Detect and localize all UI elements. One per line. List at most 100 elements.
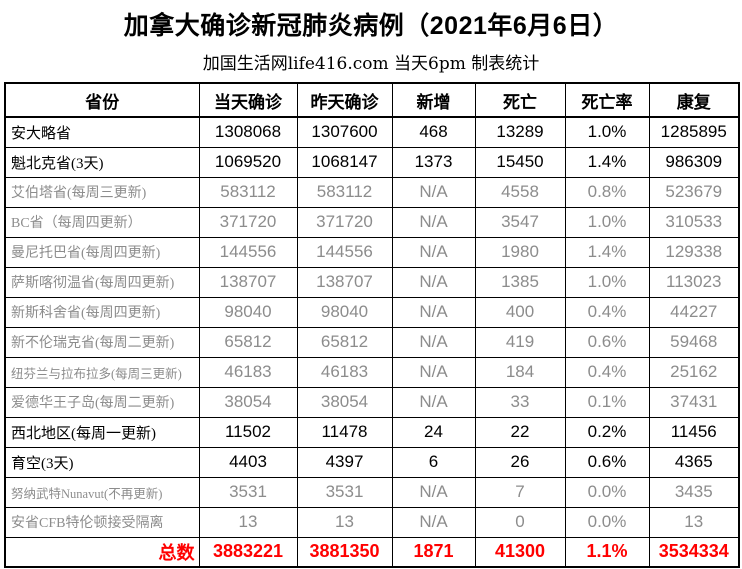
table-row: 安大略省 1308068 1307600 468 13289 1.0% 1285… [4, 116, 740, 148]
province-cell: 努纳武特Nunavut(不再更新) [4, 476, 200, 508]
deaths-cell: 419 [474, 326, 566, 358]
recovered-cell: 13 [648, 506, 740, 538]
table-row: 新不伦瑞克省(每周二更新) 65812 65812 N/A 419 0.6% 5… [4, 326, 740, 358]
yesterday-confirmed-cell: 4397 [296, 446, 393, 478]
yesterday-confirmed-cell: 144556 [296, 236, 393, 268]
yesterday-confirmed-cell: 1068147 [296, 146, 393, 178]
death-rate-cell: 0.6% [564, 326, 650, 358]
new-cases-cell: N/A [391, 386, 476, 418]
today-confirmed-cell: 3531 [198, 476, 298, 508]
covid-stats-table: 省份 当天确诊 昨天确诊 新增 死亡 死亡率 康复 安大略省 1308068 1… [4, 82, 740, 568]
death-rate-cell: 0.0% [564, 476, 650, 508]
yesterday-confirmed-cell: 65812 [296, 326, 393, 358]
today-confirmed-cell: 583112 [198, 176, 298, 208]
total-row: 总数 3883221 3881350 1871 41300 1.1% 35343… [4, 536, 740, 568]
deaths-cell: 1385 [474, 266, 566, 298]
recovered-cell: 986309 [648, 146, 740, 178]
page-subtitle: 加国生活网life416.com 当天6pm 制表统计 [202, 54, 540, 74]
today-confirmed-cell: 138707 [198, 266, 298, 298]
deaths-cell: 7 [474, 476, 566, 508]
yesterday-confirmed-cell: 138707 [296, 266, 393, 298]
recovered-cell: 523679 [648, 176, 740, 208]
death-rate-cell: 0.4% [564, 296, 650, 328]
recovered-cell: 59468 [648, 326, 740, 358]
deaths-cell: 3547 [474, 206, 566, 238]
table-row: 曼尼托巴省(每周四更新) 144556 144556 N/A 1980 1.4%… [4, 236, 740, 268]
today-confirmed-cell: 46183 [198, 356, 298, 388]
new-cases-cell: N/A [391, 236, 476, 268]
col-header-death-rate: 死亡率 [564, 82, 650, 118]
total-today-confirmed: 3883221 [198, 536, 298, 568]
today-confirmed-cell: 4403 [198, 446, 298, 478]
province-cell: 曼尼托巴省(每周四更新) [4, 236, 200, 268]
total-yesterday-confirmed: 3881350 [296, 536, 393, 568]
table-row: 努纳武特Nunavut(不再更新) 3531 3531 N/A 7 0.0% 3… [4, 476, 740, 508]
table-row: 萨斯喀彻温省(每周四更新) 138707 138707 N/A 1385 1.0… [4, 266, 740, 298]
today-confirmed-cell: 65812 [198, 326, 298, 358]
deaths-cell: 13289 [474, 116, 566, 148]
col-header-today-confirmed: 当天确诊 [198, 82, 298, 118]
deaths-cell: 4558 [474, 176, 566, 208]
yesterday-confirmed-cell: 98040 [296, 296, 393, 328]
new-cases-cell: N/A [391, 296, 476, 328]
col-header-yesterday-confirmed: 昨天确诊 [296, 82, 393, 118]
yesterday-confirmed-cell: 13 [296, 506, 393, 538]
today-confirmed-cell: 13 [198, 506, 298, 538]
today-confirmed-cell: 11502 [198, 416, 298, 448]
recovered-cell: 310533 [648, 206, 740, 238]
province-cell: 西北地区(每周一更新) [4, 416, 200, 448]
today-confirmed-cell: 1069520 [198, 146, 298, 178]
deaths-cell: 26 [474, 446, 566, 478]
recovered-cell: 37431 [648, 386, 740, 418]
province-cell: 魁北克省(3天) [4, 146, 200, 178]
new-cases-cell: 1373 [391, 146, 476, 178]
col-header-new-cases: 新增 [391, 82, 476, 118]
deaths-cell: 22 [474, 416, 566, 448]
new-cases-cell: 468 [391, 116, 476, 148]
death-rate-cell: 0.1% [564, 386, 650, 418]
yesterday-confirmed-cell: 3531 [296, 476, 393, 508]
recovered-cell: 44227 [648, 296, 740, 328]
death-rate-cell: 1.4% [564, 146, 650, 178]
death-rate-cell: 0.4% [564, 356, 650, 388]
today-confirmed-cell: 38054 [198, 386, 298, 418]
deaths-cell: 1980 [474, 236, 566, 268]
province-cell: 萨斯喀彻温省(每周四更新) [4, 266, 200, 298]
table-row: 西北地区(每周一更新) 11502 11478 24 22 0.2% 11456 [4, 416, 740, 448]
table-row: 育空(3天) 4403 4397 6 26 0.6% 4365 [4, 446, 740, 478]
table-row: 新斯科舍省(每周四更新) 98040 98040 N/A 400 0.4% 44… [4, 296, 740, 328]
new-cases-cell: N/A [391, 476, 476, 508]
province-cell: 新斯科舍省(每周四更新) [4, 296, 200, 328]
province-cell: 纽芬兰与拉布拉多(每周三更新) [4, 356, 200, 388]
death-rate-cell: 0.2% [564, 416, 650, 448]
deaths-cell: 33 [474, 386, 566, 418]
province-cell: 育空(3天) [4, 446, 200, 478]
today-confirmed-cell: 1308068 [198, 116, 298, 148]
recovered-cell: 11456 [648, 416, 740, 448]
recovered-cell: 4365 [648, 446, 740, 478]
new-cases-cell: N/A [391, 506, 476, 538]
total-label: 总数 [4, 536, 200, 568]
yesterday-confirmed-cell: 583112 [296, 176, 393, 208]
new-cases-cell: N/A [391, 266, 476, 298]
table-row: 魁北克省(3天) 1069520 1068147 1373 15450 1.4%… [4, 146, 740, 178]
col-header-recovered: 康复 [648, 82, 740, 118]
new-cases-cell: N/A [391, 206, 476, 238]
yesterday-confirmed-cell: 11478 [296, 416, 393, 448]
death-rate-cell: 1.0% [564, 116, 650, 148]
province-cell: 艾伯塔省(每周三更新) [4, 176, 200, 208]
recovered-cell: 113023 [648, 266, 740, 298]
recovered-cell: 129338 [648, 236, 740, 268]
deaths-cell: 0 [474, 506, 566, 538]
death-rate-cell: 0.0% [564, 506, 650, 538]
recovered-cell: 3435 [648, 476, 740, 508]
deaths-cell: 184 [474, 356, 566, 388]
table-row: 纽芬兰与拉布拉多(每周三更新) 46183 46183 N/A 184 0.4%… [4, 356, 740, 388]
total-deaths: 41300 [474, 536, 566, 568]
province-cell: BC省（每周四更新） [4, 206, 200, 238]
col-header-province: 省份 [4, 82, 200, 118]
total-death-rate: 1.1% [564, 536, 650, 568]
province-cell: 安省CFB特伦顿接受隔离 [4, 506, 200, 538]
table-row: 艾伯塔省(每周三更新) 583112 583112 N/A 4558 0.8% … [4, 176, 740, 208]
death-rate-cell: 1.4% [564, 236, 650, 268]
